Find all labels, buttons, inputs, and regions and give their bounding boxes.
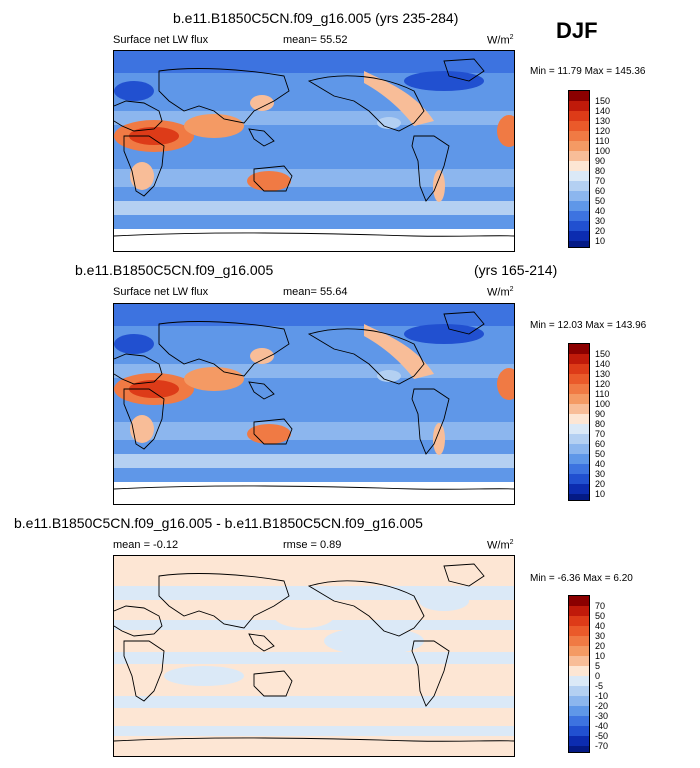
panel2-mean-label: mean= 55.64 — [283, 286, 348, 298]
panel2-cb-label: 120 — [595, 379, 611, 389]
panel2-cb-label: 70 — [595, 429, 606, 439]
panel2-title: b.e11.B1850C5CN.f09_g16.005 — [75, 262, 274, 278]
panel3-cb-label: -40 — [595, 721, 609, 731]
panel2-cb-label: 100 — [595, 399, 611, 409]
panel2-cb-label: 30 — [595, 469, 606, 479]
panel3-mean-label: mean = -0.12 — [113, 539, 179, 551]
panel1-cb-label: 150 — [595, 96, 611, 106]
panel1-cb-label: 50 — [595, 196, 606, 206]
panel2-cb-label: 130 — [595, 369, 611, 379]
panel1-cb-label: 20 — [595, 226, 606, 236]
panel2-units: W/m2 — [487, 286, 514, 299]
panel1-mean-label: mean= 55.52 — [283, 34, 348, 46]
panel2-map-svg — [114, 304, 514, 504]
panel3-map-svg — [114, 556, 514, 756]
panel1-minmax: Min = 11.79 Max = 145.36 — [530, 66, 646, 77]
panel1-cb-label: 110 — [595, 136, 610, 146]
panel2-cb-label: 20 — [595, 479, 606, 489]
panel1-colorbar — [568, 90, 590, 248]
panel1-cb-label: 10 — [595, 236, 606, 246]
panel3-cb-label: 70 — [595, 601, 606, 611]
panel3-cb-label: -10 — [595, 691, 609, 701]
panel2-cb-label: 80 — [595, 419, 606, 429]
panel3-cb-label: 40 — [595, 621, 606, 631]
season-label: DJF — [556, 18, 598, 43]
panel2-cb-label: 40 — [595, 459, 606, 469]
panel3-cb-label: -70 — [595, 741, 609, 751]
panel2-cb-label: 10 — [595, 489, 606, 499]
panel2-cb-label: 110 — [595, 389, 610, 399]
panel3-cb-label: 10 — [595, 651, 606, 661]
panel3-colorbar — [568, 595, 590, 753]
panel1-cb-label: 60 — [595, 186, 606, 196]
panel3-map — [113, 555, 515, 757]
panel2-colorbar — [568, 343, 590, 501]
panel3-cb-label: -30 — [595, 711, 609, 721]
panel1-variable-label: Surface net LW flux — [113, 34, 209, 46]
panel1-units: W/m2 — [487, 34, 514, 47]
panel1-cb-label: 70 — [595, 176, 606, 186]
panel3-title: b.e11.B1850C5CN.f09_g16.005 - b.e11.B185… — [14, 515, 423, 531]
panel3-cb-label: -20 — [595, 701, 609, 711]
panel3-rmse-label: rmse = 0.89 — [283, 539, 342, 551]
panel3-cb-label: 5 — [595, 661, 601, 671]
panel1-cb-label: 140 — [595, 106, 611, 116]
panel1-title: b.e11.B1850C5CN.f09_g16.005 (yrs 235-284… — [173, 10, 459, 26]
panel1-cb-label: 120 — [595, 126, 611, 136]
panel2-map — [113, 303, 515, 505]
panel1-cb-label: 90 — [595, 156, 606, 166]
panel1-map-svg — [114, 51, 514, 251]
panel1-cb-label: 130 — [595, 116, 611, 126]
panel2-cb-label: 50 — [595, 449, 606, 459]
panel3-cb-label: 0 — [595, 671, 601, 681]
panel2-title-years: (yrs 165-214) — [474, 262, 558, 278]
panel1-cb-label: 80 — [595, 166, 606, 176]
panel3-cb-label: 20 — [595, 641, 606, 651]
panel3-cb-label: 50 — [595, 611, 606, 621]
panel1-cb-label: 30 — [595, 216, 606, 226]
panel2-cb-label: 60 — [595, 439, 606, 449]
panel3-cb-label: -50 — [595, 731, 609, 741]
panel2-cb-label: 140 — [595, 359, 611, 369]
panel2-cb-label: 90 — [595, 409, 606, 419]
panel1-cb-label: 40 — [595, 206, 606, 216]
panel2-minmax: Min = 12.03 Max = 143.96 — [530, 320, 647, 331]
panel2-variable-label: Surface net LW flux — [113, 286, 209, 298]
panel1-map — [113, 50, 515, 252]
panel3-cb-label: -5 — [595, 681, 604, 691]
panel2-cb-label: 150 — [595, 349, 611, 359]
panel1-cb-label: 100 — [595, 146, 611, 156]
panel3-minmax: Min = -6.36 Max = 6.20 — [530, 573, 633, 584]
panel3-units: W/m2 — [487, 539, 514, 552]
panel3-cb-label: 30 — [595, 631, 606, 641]
